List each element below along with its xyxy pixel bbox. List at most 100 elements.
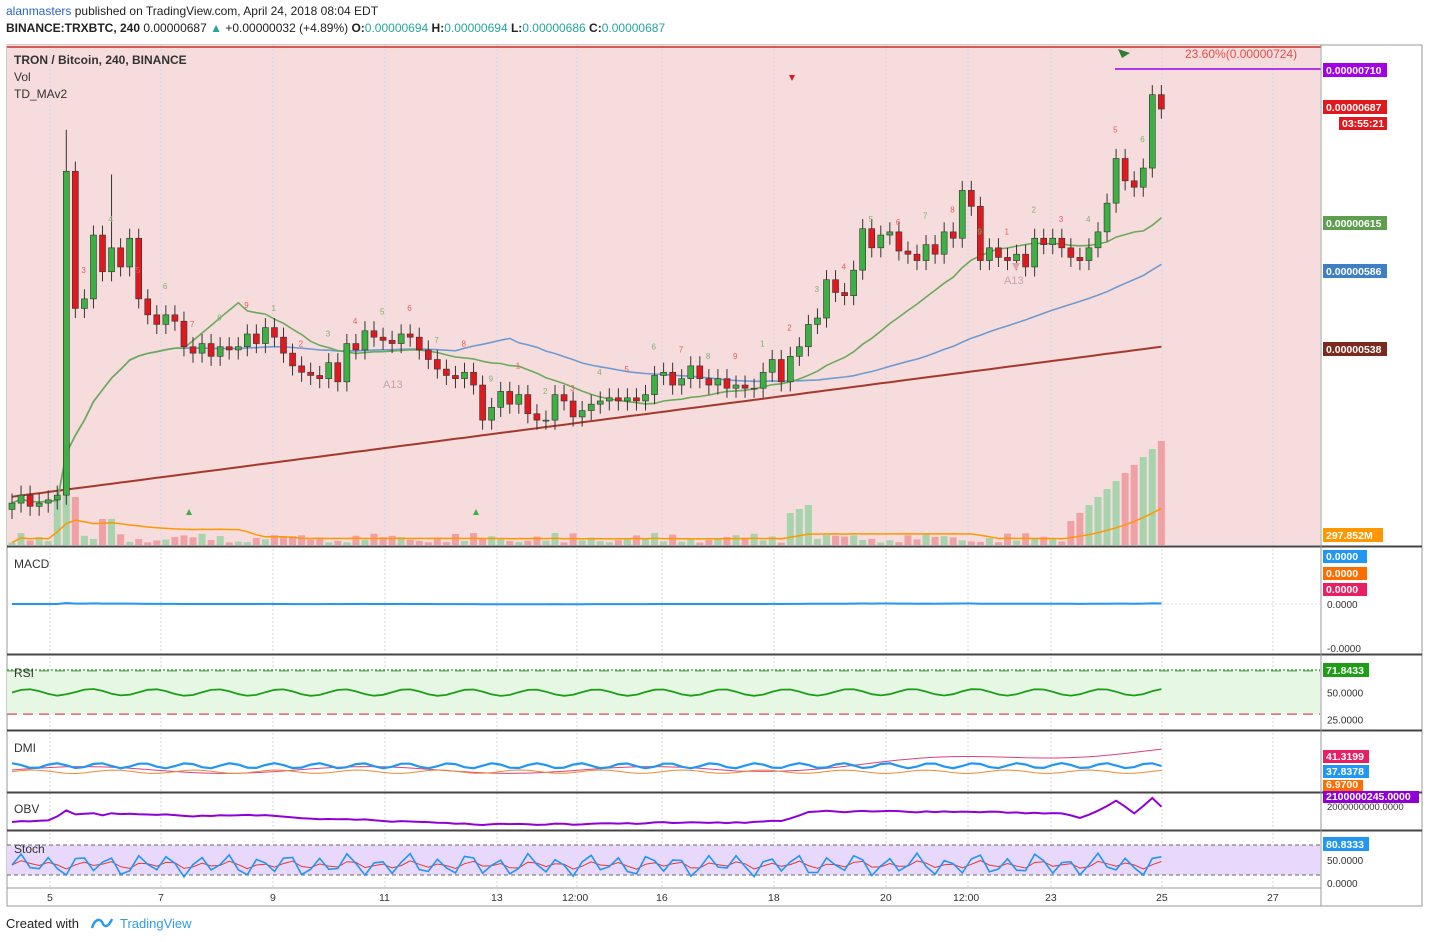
volume-bar (813, 538, 821, 545)
td-count-label: 4 (353, 317, 358, 326)
volume-bar (388, 535, 396, 545)
candle-body (1149, 94, 1156, 169)
volume-bar (189, 537, 197, 545)
author-link[interactable]: alanmasters (6, 4, 72, 18)
minus-di-value-badge-bg (1323, 780, 1363, 791)
volume-bar (605, 542, 613, 545)
volume-bar (1058, 541, 1066, 545)
candle-body (8, 502, 16, 510)
minus-di-value-badge-text: 6.9700 (1326, 779, 1358, 791)
candle-body (506, 391, 514, 405)
volume-bar (859, 539, 867, 545)
candle-body (370, 330, 378, 338)
candle-body (334, 362, 342, 383)
candle-body (642, 394, 649, 402)
candle-body (551, 394, 559, 421)
td-count-label: 7 (190, 320, 195, 329)
tradingview-brand[interactable]: TradingView (120, 916, 192, 931)
candle-body (904, 250, 912, 255)
volume-bars (8, 441, 1165, 545)
adx-value-badge-text: 41.3199 (1326, 751, 1364, 763)
volume-bar (886, 540, 894, 545)
fib-level-label: 23.60%(0.00000724) (1185, 47, 1297, 61)
td-count-label: 2 (1032, 205, 1037, 214)
candle-body (234, 346, 242, 351)
volume-bar (515, 541, 523, 545)
macd-line (12, 601, 1162, 606)
volume-bar (678, 541, 686, 545)
candle-body (81, 298, 88, 309)
candle-body (986, 247, 993, 261)
candle-body (99, 234, 106, 273)
volume-bar (696, 542, 704, 545)
volume-bar (343, 542, 351, 545)
td-count-label: 6 (163, 282, 168, 291)
last-price-badge: 0.00000687 (1323, 100, 1387, 114)
candle-body (388, 340, 396, 344)
volume-bar (669, 534, 677, 545)
time-tick-label: 13 (491, 892, 503, 904)
td-count-label: 2 (543, 387, 548, 396)
time-tick-label: 11 (379, 892, 390, 904)
volume-bar (994, 542, 1002, 545)
rsi-band (7, 670, 1320, 715)
ma-short-badge-text: 0.00000615 (1326, 218, 1382, 230)
time-tick-label: 12:00 (953, 892, 979, 904)
candle-body (452, 375, 459, 379)
volume-bar (642, 539, 649, 545)
candle-body (443, 368, 450, 376)
signal-value-badge-text: 0.0000 (1326, 568, 1358, 580)
candle-body (26, 494, 34, 507)
td-count-label: 6 (1140, 135, 1145, 144)
candle-body (17, 494, 25, 504)
dmi-title: DMI (14, 741, 36, 755)
volume-bar (623, 538, 631, 545)
hist-value-badge-text: 0.0000 (1326, 584, 1358, 596)
volume-bar (180, 535, 188, 545)
volume-bar (985, 537, 993, 545)
volume-bar (542, 540, 550, 545)
candle-body (108, 247, 115, 273)
td-count-label: 3 (570, 384, 575, 393)
candle-body (768, 359, 776, 373)
ma-short-line (11, 217, 1162, 504)
close-value: 0.00000687 (601, 21, 666, 35)
countdown-badge-text: 03:55:21 (1342, 118, 1384, 130)
macd-value-badge-text: 0.0000 (1326, 551, 1358, 563)
candle-body (198, 343, 206, 354)
volume-bar (415, 540, 423, 545)
volume-bar (1103, 489, 1111, 545)
candle-body (569, 400, 577, 418)
volume-bar (325, 542, 333, 545)
volume-bar (361, 539, 369, 545)
plus-di-value-badge-text: 37.8378 (1326, 766, 1364, 778)
candle-body (796, 346, 803, 357)
volume-ma-badge-bg (1323, 528, 1383, 542)
td-count-label: 7 (434, 336, 439, 345)
candle-body (868, 228, 876, 249)
volume-bar (750, 533, 758, 545)
volume-bar (171, 537, 179, 545)
volume-bar (1094, 497, 1102, 545)
obv-value-badge: 2100000245.0000 (1323, 791, 1419, 803)
candle-body (280, 336, 287, 354)
volume-bar (1139, 457, 1147, 545)
up-triangle-icon: ▲ (210, 21, 222, 35)
candle-body (415, 336, 423, 351)
candle-body (1130, 180, 1138, 188)
volume-bar (298, 535, 306, 545)
candle-body (117, 247, 124, 268)
candle-body (44, 499, 52, 504)
rsi-tick-label: 25.0000 (1327, 716, 1364, 727)
rsi-value-badge-bg (1323, 663, 1369, 677)
volume-bar (1067, 521, 1075, 545)
volume-bar (660, 541, 668, 545)
candle-body (225, 346, 233, 351)
td-count-label: 5 (869, 215, 874, 224)
candle-body (696, 365, 704, 379)
volume-bar (461, 540, 468, 545)
candle-body (1103, 202, 1111, 233)
candle-body (841, 292, 848, 296)
td-count-label: 4 (109, 215, 114, 224)
